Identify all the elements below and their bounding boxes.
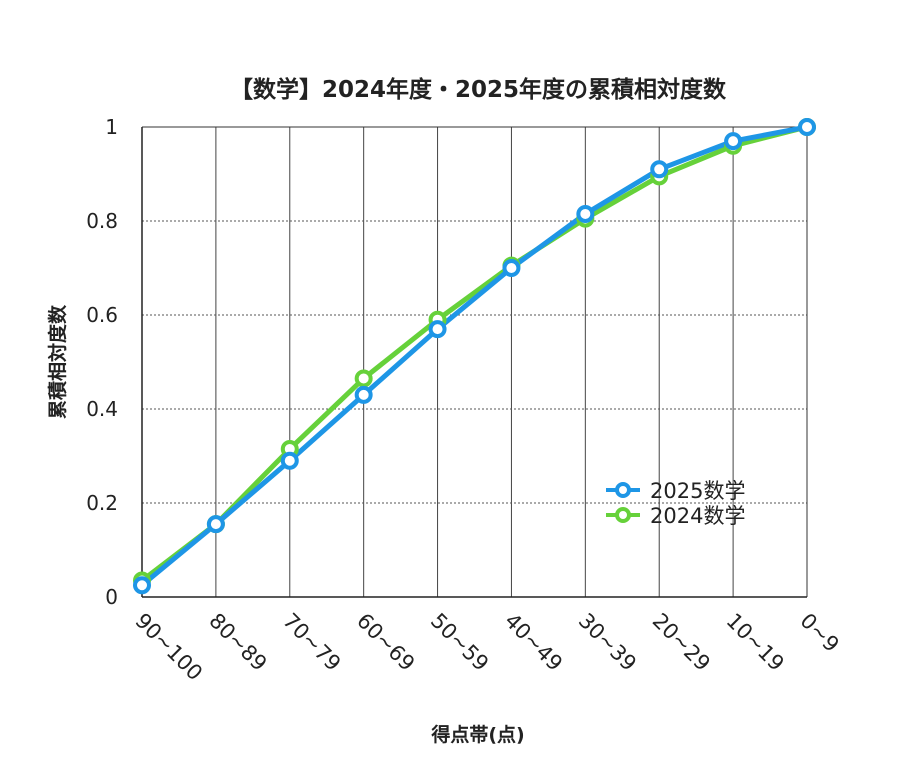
y-axis-title: 累積相対度数 xyxy=(46,304,69,419)
series-line-2025数学 xyxy=(139,124,810,588)
x-tick-label: 60~69 xyxy=(352,609,419,676)
x-tick-label: 50~59 xyxy=(426,609,493,676)
y-tick-label: 0.2 xyxy=(86,491,118,515)
data-point xyxy=(428,320,447,339)
y-tick-label: 0 xyxy=(105,585,118,609)
data-point xyxy=(280,451,299,470)
data-point xyxy=(133,576,151,595)
chart-title: 【数学】2024年度・2025年度の累積相対度数 xyxy=(230,76,727,103)
data-point xyxy=(576,204,595,223)
y-tick-label: 0.6 xyxy=(86,303,118,327)
legend-label-2025: 2025数学 xyxy=(650,479,745,503)
x-tick-label: 90~100 xyxy=(130,609,207,686)
data-point xyxy=(724,132,743,151)
x-tick-label: 20~29 xyxy=(648,609,715,676)
y-tick-label: 1 xyxy=(105,115,118,139)
x-tick-label: 80~89 xyxy=(204,609,271,676)
x-tick-label: 30~39 xyxy=(574,609,641,676)
x-tick-label: 70~79 xyxy=(278,609,345,676)
data-point xyxy=(502,259,521,277)
y-tick-label: 0.4 xyxy=(86,397,118,421)
data-point xyxy=(206,515,225,534)
series-line-2024数学 xyxy=(139,124,810,584)
data-point xyxy=(650,160,669,179)
y-tick-labels: 0 0.2 0.4 0.6 0.8 1 xyxy=(86,115,118,609)
legend-marker-2024 xyxy=(615,507,631,523)
legend-marker-2025 xyxy=(615,482,631,498)
y-tick-label: 0.8 xyxy=(86,209,118,233)
x-tick-label: 0~9 xyxy=(795,609,843,657)
x-tick-label: 10~19 xyxy=(722,609,789,676)
data-point xyxy=(354,369,373,388)
data-point xyxy=(798,118,816,136)
x-axis-title: 得点帯(点) xyxy=(430,723,524,746)
legend-label-2024: 2024数学 xyxy=(650,504,745,528)
data-point xyxy=(354,385,373,404)
legend: 2025数学 2024数学 xyxy=(606,479,745,528)
series-lines xyxy=(133,118,816,595)
x-tick-label: 40~49 xyxy=(500,609,567,676)
